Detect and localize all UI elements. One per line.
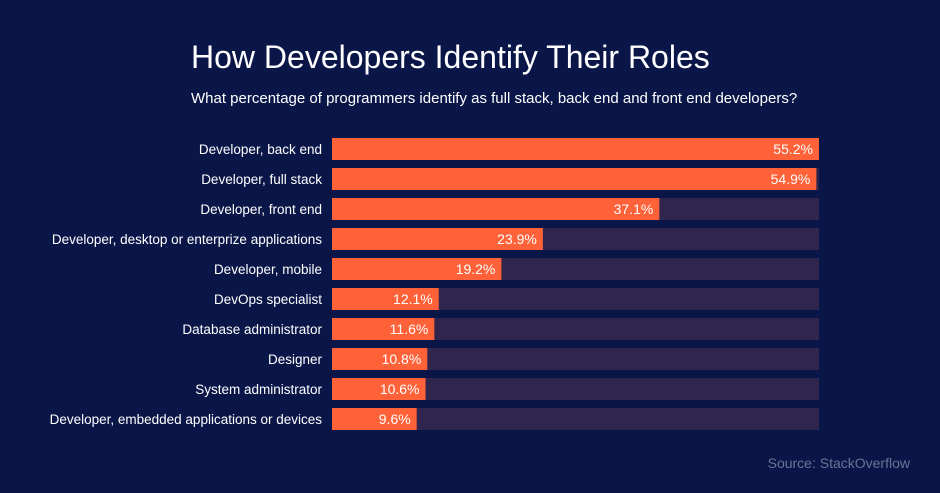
value-label: 9.6%	[379, 411, 411, 427]
category-label: DevOps specialist	[214, 292, 322, 307]
category-label: Database administrator	[182, 322, 322, 337]
bar	[332, 288, 439, 310]
value-label: 37.1%	[614, 201, 654, 217]
category-label: Developer, embedded applications or devi…	[50, 412, 323, 427]
bar-track	[332, 288, 819, 310]
bar-track	[332, 378, 819, 400]
bar-track	[332, 348, 819, 370]
value-label: 54.9%	[771, 171, 811, 187]
value-label: 23.9%	[497, 231, 537, 247]
category-label: Developer, full stack	[201, 172, 322, 187]
bar	[332, 228, 543, 250]
value-label: 12.1%	[393, 291, 433, 307]
bar	[332, 258, 502, 280]
value-label: 55.2%	[773, 141, 813, 157]
bar-track	[332, 318, 819, 340]
bar	[332, 378, 426, 400]
chart-subtitle: What percentage of programmers identify …	[191, 90, 798, 107]
category-label: Developer, mobile	[214, 262, 322, 277]
value-label: 10.6%	[380, 381, 420, 397]
value-label: 11.6%	[390, 321, 429, 337]
bar	[332, 408, 417, 430]
category-label: Developer, front end	[200, 202, 322, 217]
bar	[332, 348, 428, 370]
source-note: Source: StackOverflow	[767, 455, 910, 471]
value-label: 19.2%	[456, 261, 496, 277]
value-label: 10.8%	[382, 351, 422, 367]
chart-title: How Developers Identify Their Roles	[191, 39, 710, 75]
category-label: Developer, back end	[199, 142, 322, 157]
bar-track	[332, 408, 819, 430]
bar	[332, 138, 819, 160]
bar	[332, 318, 435, 340]
bar	[332, 168, 817, 190]
category-label: System administrator	[195, 382, 322, 397]
category-label: Designer	[268, 352, 323, 367]
category-label: Developer, desktop or enterprize applica…	[52, 232, 322, 247]
bar	[332, 198, 660, 220]
